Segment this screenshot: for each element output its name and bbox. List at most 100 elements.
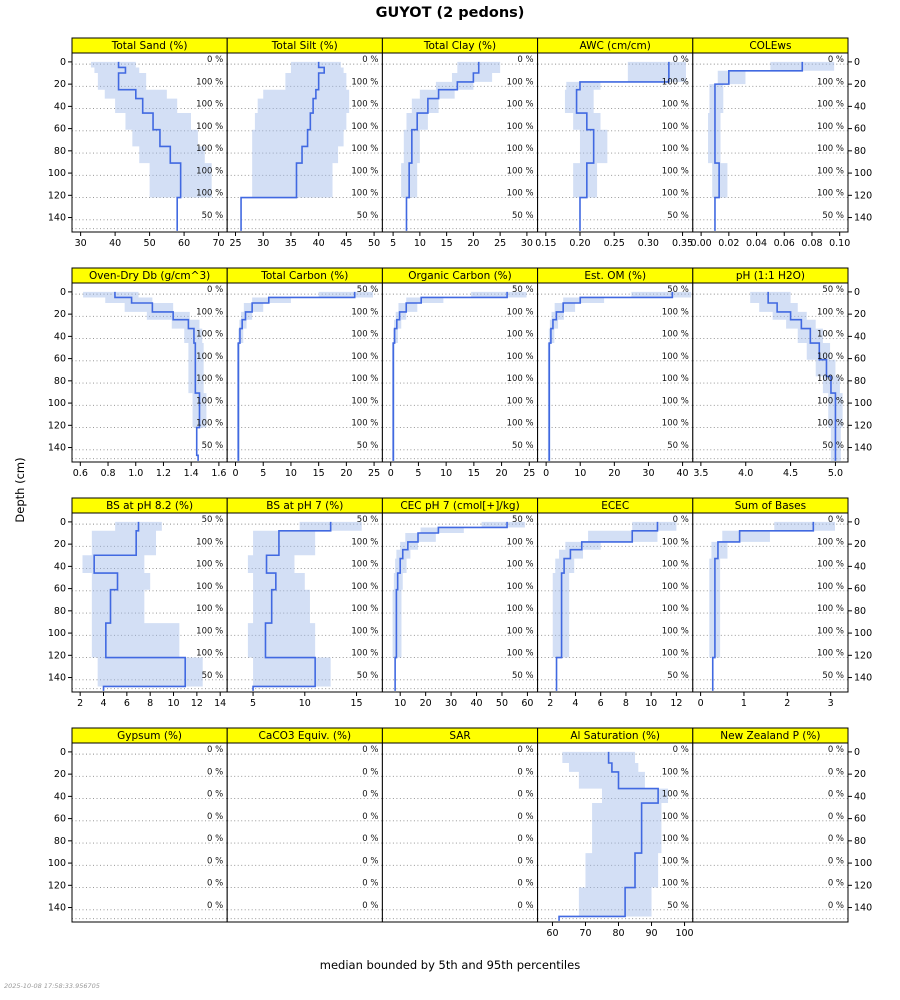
strip-label: Organic Carbon (%) bbox=[408, 270, 512, 282]
contributing-fraction-label: 100 % bbox=[817, 144, 844, 154]
panel-ecec: 0 % 100 % 100 % 100 % 100 % 100 % 100 % 50 % ECE… bbox=[537, 497, 694, 709]
x-axis-tick-label: 40 bbox=[470, 698, 482, 709]
depth-tick-label-right: 120 bbox=[854, 650, 872, 661]
contributing-fraction-label: 100 % bbox=[662, 374, 689, 384]
contributing-fraction-label: 0 % bbox=[207, 834, 223, 844]
contributing-fraction-label: 0 % bbox=[207, 812, 223, 822]
contributing-fraction-label: 50 % bbox=[822, 671, 844, 681]
x-axis-tick-label: 60 bbox=[546, 928, 558, 939]
median-line bbox=[405, 61, 480, 231]
contributing-fraction-label: 50 % bbox=[202, 671, 224, 681]
x-axis-tick-label: 0.10 bbox=[829, 238, 850, 249]
contributing-fraction-label: 100 % bbox=[662, 582, 689, 592]
x-axis-tick-label: 50 bbox=[496, 698, 508, 709]
contributing-fraction-label: 0 % bbox=[673, 745, 689, 755]
contributing-fraction-label: 100 % bbox=[196, 537, 223, 547]
contributing-fraction-label: 50 % bbox=[667, 671, 689, 681]
panel-background bbox=[72, 743, 228, 922]
strip-label: Total Sand (%) bbox=[111, 40, 188, 52]
depth-tick-label-right: 60 bbox=[854, 124, 866, 135]
depth-tick-label-left: 0 bbox=[60, 517, 66, 528]
contributing-fraction-label: 0 % bbox=[517, 812, 533, 822]
depth-axis-row-3: 0 0 20 20 40 40 60 60 80 80 100 100 120 120 140 140 bbox=[48, 517, 872, 684]
contributing-fraction-label: 50 % bbox=[512, 211, 534, 221]
x-axis-tick-label: 20 bbox=[420, 698, 432, 709]
contributing-fraction-label: 100 % bbox=[817, 77, 844, 87]
median-line bbox=[237, 291, 356, 461]
x-axis-tick-label: 100 bbox=[675, 928, 693, 939]
x-axis-tick-label: 4 bbox=[572, 698, 578, 709]
contributing-fraction-label: 0 % bbox=[828, 834, 844, 844]
contributing-fraction-label: 100 % bbox=[507, 189, 534, 199]
depth-tick-label-left: 20 bbox=[54, 539, 66, 550]
x-axis-tick-label: 25 bbox=[523, 468, 535, 479]
median-line bbox=[392, 291, 508, 461]
contributing-fraction-label: 100 % bbox=[507, 560, 534, 570]
x-axis-tick-label: 0.25 bbox=[604, 238, 625, 249]
panel-cec-ph-7-cmol-kg: 50 % 100 % 100 % 100 % 100 % 100 % 100 % 50 % CE… bbox=[381, 497, 539, 709]
depth-tick-label-left: 60 bbox=[54, 124, 66, 135]
panel-background bbox=[537, 513, 693, 692]
render-timestamp: 2025-10-08 17:58:33.956705 bbox=[4, 982, 100, 990]
contributing-fraction-label: 100 % bbox=[662, 330, 689, 340]
panel-total-carbon: 50 % 100 % 100 % 100 % 100 % 100 % 100 % 50 % To… bbox=[226, 267, 383, 479]
percentile-band bbox=[82, 521, 203, 691]
x-axis-tick-label: 15 bbox=[441, 238, 453, 249]
contributing-fraction-label: 0 % bbox=[362, 790, 378, 800]
contributing-fraction-label: 100 % bbox=[507, 604, 534, 614]
contributing-fraction-label: 50 % bbox=[202, 211, 224, 221]
contributing-fraction-label: 50 % bbox=[357, 211, 379, 221]
panel-colews: 0 % 100 % 100 % 100 % 100 % 100 % 100 % 50 % COL… bbox=[691, 37, 850, 249]
contributing-fraction-label: 0 % bbox=[362, 879, 378, 889]
median-line bbox=[555, 521, 659, 691]
contributing-fraction-label: 0 % bbox=[207, 745, 223, 755]
contributing-fraction-label: 0 % bbox=[517, 745, 533, 755]
contributing-fraction-label: 0 % bbox=[207, 285, 223, 295]
contributing-fraction-label: 100 % bbox=[196, 307, 223, 317]
depth-tick-label-right: 140 bbox=[854, 903, 872, 914]
x-axis-tick-label: 30 bbox=[521, 238, 533, 249]
strip-label: BS at pH 7 (%) bbox=[266, 500, 343, 512]
contributing-fraction-label: 100 % bbox=[196, 77, 223, 87]
contributing-fraction-label: 100 % bbox=[662, 396, 689, 406]
contributing-fraction-label: 100 % bbox=[817, 122, 844, 132]
x-axis-tick-label: 60 bbox=[521, 698, 533, 709]
x-axis-tick-label: 4 bbox=[100, 698, 106, 709]
depth-tick-label-left: 0 bbox=[60, 57, 66, 68]
x-axis-tick-label: 15 bbox=[313, 468, 325, 479]
x-axis-tick-label: 1.0 bbox=[128, 468, 143, 479]
strip-label: Total Silt (%) bbox=[271, 40, 338, 52]
x-axis-tick-label: 10 bbox=[414, 238, 426, 249]
panel-caco3-equiv: 0 % 0 % 0 % 0 % 0 % 0 % 0 % 0 % CaCO3 Equiv. (%) bbox=[226, 727, 383, 923]
contributing-fraction-label: 100 % bbox=[196, 649, 223, 659]
depth-tick-label-left: 80 bbox=[54, 376, 66, 387]
panel-background bbox=[537, 53, 693, 232]
percentile-band bbox=[392, 521, 525, 691]
contributing-fraction-label: 100 % bbox=[351, 374, 378, 384]
panel-background bbox=[692, 283, 848, 462]
depth-tick-label-left: 40 bbox=[54, 101, 66, 112]
x-axis-tick-label: 5 bbox=[415, 468, 421, 479]
panel-background bbox=[382, 743, 538, 922]
contributing-fraction-label: 100 % bbox=[351, 122, 378, 132]
contributing-fraction-label: 100 % bbox=[351, 100, 378, 110]
panel-background bbox=[72, 53, 228, 232]
contributing-fraction-label: 100 % bbox=[507, 330, 534, 340]
x-axis-tick-label: 40 bbox=[109, 238, 121, 249]
contributing-fraction-label: 100 % bbox=[662, 879, 689, 889]
x-axis-tick-label: 70 bbox=[579, 928, 591, 939]
panel-background bbox=[72, 513, 228, 692]
depth-tick-label-right: 40 bbox=[854, 101, 866, 112]
x-axis-tick-label: 10 bbox=[285, 468, 297, 479]
depth-tick-label-left: 120 bbox=[48, 190, 66, 201]
x-axis-tick-label: 15 bbox=[350, 698, 362, 709]
contributing-fraction-label: 100 % bbox=[351, 330, 378, 340]
depth-tick-label-right: 140 bbox=[854, 673, 872, 684]
contributing-fraction-label: 0 % bbox=[517, 834, 533, 844]
x-axis-tick-label: 0.04 bbox=[746, 238, 767, 249]
depth-tick-label-right: 80 bbox=[854, 836, 866, 847]
x-axis-tick-label: 30 bbox=[75, 238, 87, 249]
depth-tick-label-left: 120 bbox=[48, 880, 66, 891]
strip-label: Al Saturation (%) bbox=[570, 730, 660, 742]
